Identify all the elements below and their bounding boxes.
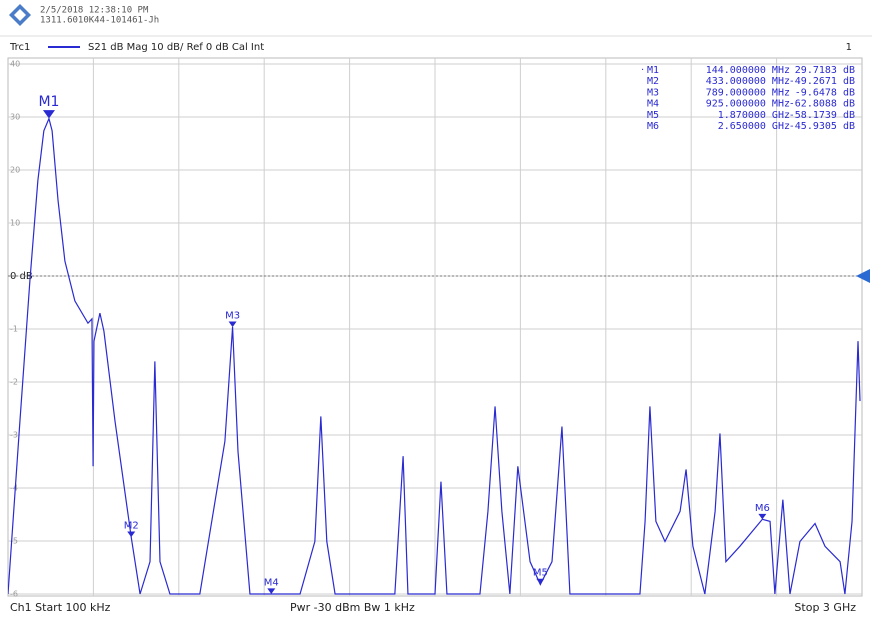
stop-info: Stop 3 GHz [794,601,856,614]
reference-indicator [856,269,870,283]
marker-table-name: M3 [647,87,659,98]
marker-table-name: M4 [647,99,659,110]
marker-triangle [536,578,545,585]
marker-label: M6 [755,503,770,514]
logo [9,4,31,26]
marker-table-name: M5 [647,110,659,121]
trace-name: Trc1 [9,42,30,53]
y-tick-label: -4 [10,484,18,493]
marker-label: M5 [533,568,548,579]
marker-table-frequency: 1.870000 GHz [718,110,790,121]
marker-table-name: M6 [647,121,659,132]
marker-label: M2 [124,521,139,532]
trace-info: S21 dB Mag 10 dB/ Ref 0 dB Cal Int [88,42,264,53]
marker-table-level: -9.6478 dB [795,87,855,98]
marker-table-frequency: 789.000000 MHz [706,87,790,98]
marker-triangle [267,588,276,594]
marker-table-frequency: 2.650000 GHz [718,121,790,132]
marker-label: M1 [38,94,59,110]
device-id: 1311.6010K44-101461-Jh [40,16,159,26]
marker-table-level: -45.9305 dB [789,121,855,132]
marker-triangle [758,513,767,520]
marker-table-frequency: 925.000000 MHz [706,99,790,110]
marker-table-level: 29.7183 dB [795,65,855,76]
y-tick-label: -1 [10,325,18,334]
trace [8,116,861,595]
marker-table-name: M2 [647,76,659,87]
window-number: 1 [846,42,852,53]
y-tick-label: 20 [10,166,20,175]
marker-table-level: -58.1739 dB [789,110,855,121]
marker-triangle [42,110,55,119]
marker-table-frequency: 144.000000 MHz [706,65,790,76]
power-info: Pwr -30 dBm Bw 1 kHz [290,601,415,614]
marker-label: M3 [225,311,240,322]
y-tick-label: -3 [10,431,18,440]
y-tick-label: 10 [10,219,20,228]
y-tick-label: -5 [10,537,18,546]
marker-table-level: -62.8088 dB [789,99,855,110]
marker-triangle [127,531,136,538]
y-tick-label: -6 [10,590,18,599]
y-tick-label: -2 [10,378,18,387]
marker-table-name: M1 [647,65,659,76]
marker-table-frequency: 433.000000 MHz [706,76,790,87]
active-marker-dot: · [641,65,644,76]
marker-table-level: -49.2671 dB [789,76,855,87]
marker-label: M4 [264,577,279,588]
trace-group [8,116,861,595]
y-tick-label: 40 [10,60,20,69]
y-tick-label: 30 [10,113,20,122]
timestamp: 2/5/2018 12:38:10 PM [40,6,149,16]
marker-triangle [228,321,237,328]
start-info: Ch1 Start 100 kHz [10,601,111,614]
